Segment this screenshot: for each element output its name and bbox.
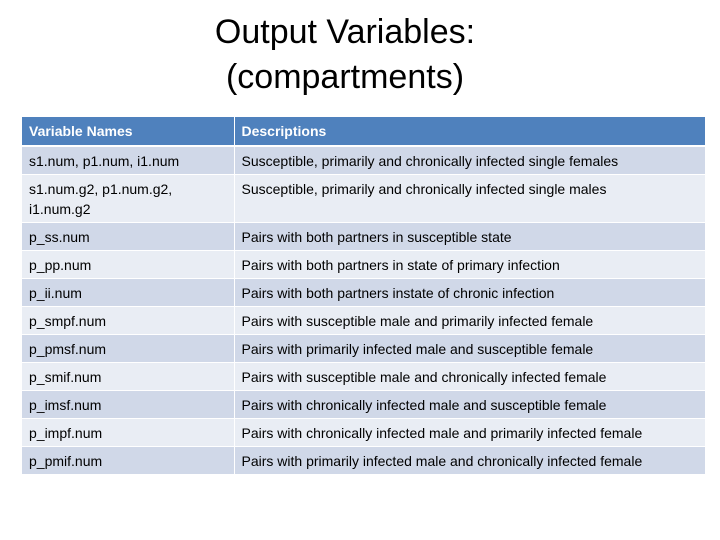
description-cell: Pairs with both partners in susceptible … bbox=[234, 222, 705, 251]
variable-name-cell: p_pmif.num bbox=[22, 446, 235, 475]
table-row: p_imsf.num Pairs with chronically infect… bbox=[22, 390, 705, 419]
table-row: p_smif.num Pairs with susceptible male a… bbox=[22, 362, 705, 391]
description-cell: Pairs with both partners instate of chro… bbox=[234, 278, 705, 307]
table-row: p_ss.num Pairs with both partners in sus… bbox=[22, 222, 705, 251]
description-cell: Pairs with susceptible male and primaril… bbox=[234, 306, 705, 335]
slide-title-line-2: (compartments) bbox=[225, 58, 465, 96]
header-descriptions: Descriptions bbox=[234, 117, 705, 147]
variable-name-cell: s1.num.g2, p1.num.g2, i1.num.g2 bbox=[22, 174, 235, 223]
description-cell: Susceptible, primarily and chronically i… bbox=[234, 174, 705, 223]
variable-name-cell: s1.num, p1.num, i1.num bbox=[22, 146, 235, 175]
table-row: p_pp.num Pairs with both partners in sta… bbox=[22, 250, 705, 279]
table-row: p_pmsf.num Pairs with primarily infected… bbox=[22, 334, 705, 363]
variable-name-cell: p_pmsf.num bbox=[22, 334, 235, 363]
variable-name-cell: p_pp.num bbox=[22, 250, 235, 279]
table-row: p_ii.num Pairs with both partners instat… bbox=[22, 278, 705, 307]
table-row: p_pmif.num Pairs with primarily infected… bbox=[22, 446, 705, 475]
variable-name-cell: p_imsf.num bbox=[22, 390, 235, 419]
description-cell: Pairs with chronically infected male and… bbox=[234, 418, 705, 447]
variable-name-cell: p_ss.num bbox=[22, 222, 235, 251]
description-cell: Pairs with chronically infected male and… bbox=[234, 390, 705, 419]
header-variable-names: Variable Names bbox=[22, 117, 235, 147]
slide-title: Output Variables: (compartments) bbox=[0, 10, 690, 100]
variable-name-cell: p_ii.num bbox=[22, 278, 235, 307]
slide-title-line-1: Output Variables: bbox=[214, 13, 476, 51]
table-row: s1.num.g2, p1.num.g2, i1.num.g2 Suscepti… bbox=[22, 174, 705, 223]
variable-name-cell: p_impf.num bbox=[22, 418, 235, 447]
description-cell: Susceptible, primarily and chronically i… bbox=[234, 146, 705, 175]
description-cell: Pairs with both partners in state of pri… bbox=[234, 250, 705, 279]
table-row: s1.num, p1.num, i1.num Susceptible, prim… bbox=[22, 146, 705, 175]
variable-name-cell: p_smif.num bbox=[22, 362, 235, 391]
table-row: p_impf.num Pairs with chronically infect… bbox=[22, 418, 705, 447]
output-variables-table: Variable Names Descriptions s1.num, p1.n… bbox=[22, 117, 705, 475]
variable-name-cell: p_smpf.num bbox=[22, 306, 235, 335]
description-cell: Pairs with primarily infected male and s… bbox=[234, 334, 705, 363]
table-header-row: Variable Names Descriptions bbox=[22, 117, 705, 147]
table-row: p_smpf.num Pairs with susceptible male a… bbox=[22, 306, 705, 335]
description-cell: Pairs with primarily infected male and c… bbox=[234, 446, 705, 475]
description-cell: Pairs with susceptible male and chronica… bbox=[234, 362, 705, 391]
